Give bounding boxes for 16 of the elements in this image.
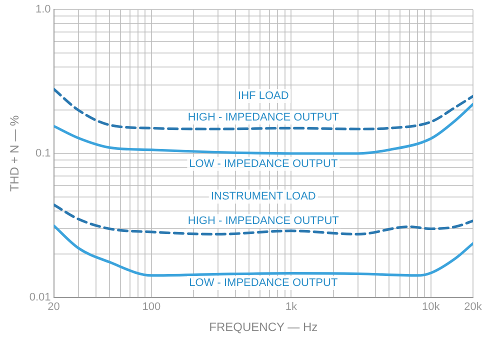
annotation: LOW - IMPEDANCE OUTPUT — [189, 158, 338, 170]
y-axis-title: THD + N — % — [8, 115, 22, 192]
x-tick-label: 100 — [142, 301, 161, 314]
y-tick-label: 0.01 — [29, 291, 51, 304]
x-tick-label: 20 — [48, 301, 60, 314]
x-axis-title: FREQUENCY — Hz — [209, 320, 318, 334]
y-tick-label: 0.1 — [36, 148, 51, 160]
y-tick-label: 1.0 — [36, 4, 51, 16]
annotation: HIGH - IMPEDANCE OUTPUT — [188, 112, 340, 124]
x-tick-label: 20k — [464, 301, 482, 314]
annotation: IHF LOAD — [238, 90, 289, 102]
x-tick-label: 10k — [422, 301, 440, 314]
x-tick-label: 1k — [285, 301, 298, 314]
annotation: HIGH - IMPEDANCE OUTPUT — [188, 215, 340, 228]
annotation: INSTRUMENT LOAD — [210, 190, 316, 203]
annotation: LOW - IMPEDANCE OUTPUT — [189, 277, 338, 290]
